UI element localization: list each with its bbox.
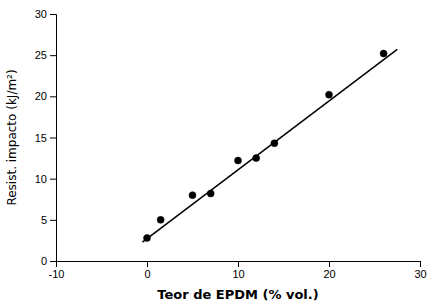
y-tick: 25 [35,49,56,61]
fit-line [142,49,397,242]
y-tick-mark [50,179,56,180]
y-tick-label: 5 [41,214,47,226]
y-tick-mark [50,14,56,15]
x-tick: 20 [323,261,335,280]
x-tick-label: 20 [323,268,335,280]
point [235,157,242,164]
point [207,190,214,197]
marks [142,49,397,242]
x-tick: 10 [232,261,244,280]
point [326,91,333,98]
y-tick-label: 0 [41,255,47,267]
y-tick-mark [50,261,56,262]
y-tick: 15 [35,132,56,144]
y-tick-label: 10 [35,173,47,185]
x-tick: 0 [144,261,150,280]
x-tick-mark [147,261,148,267]
y-axis: 0 5 10 15 20 25 30 [35,8,57,267]
x-tick-label: 30 [414,268,426,280]
y-axis-line [50,15,57,262]
y-tick-label: 30 [35,8,47,20]
x-tick-mark [329,261,330,267]
y-tick-label: 20 [35,90,47,102]
y-axis-title: Resist. impacto (kJ/m²) [5,69,19,205]
y-tick-mark [50,220,56,221]
plot: -100102030051015202530 [35,8,427,280]
x-tick-label: 0 [144,268,150,280]
y-tick: 30 [35,8,56,20]
y-tick-mark [50,55,56,56]
x-tick: 30 [414,261,426,280]
y-tick: 10 [35,173,56,185]
y-tick-mark [50,138,56,139]
x-tick: -10 [49,261,65,280]
point [189,192,196,199]
x-axis: -10 0 10 20 30 [49,261,427,280]
x-tick-label: -10 [49,268,65,280]
point [144,234,151,241]
y-tick-label: 15 [35,132,47,144]
chart: -100102030051015202530Teor de EPDM (% vo… [0,0,438,307]
y-tick: 0 [41,255,56,267]
x-tick-mark [420,261,421,267]
point [271,140,278,147]
y-tick: 5 [41,214,56,226]
x-axis-title: Teor de EPDM (% vol.) [157,287,318,302]
y-tick-label: 25 [35,49,47,61]
x-axis-line [57,262,421,268]
x-tick-label: 10 [232,268,244,280]
x-tick-mark [238,261,239,267]
point [157,216,164,223]
point [380,50,387,57]
y-tick: 20 [35,90,56,102]
y-tick-mark [50,96,56,97]
point [253,155,260,162]
